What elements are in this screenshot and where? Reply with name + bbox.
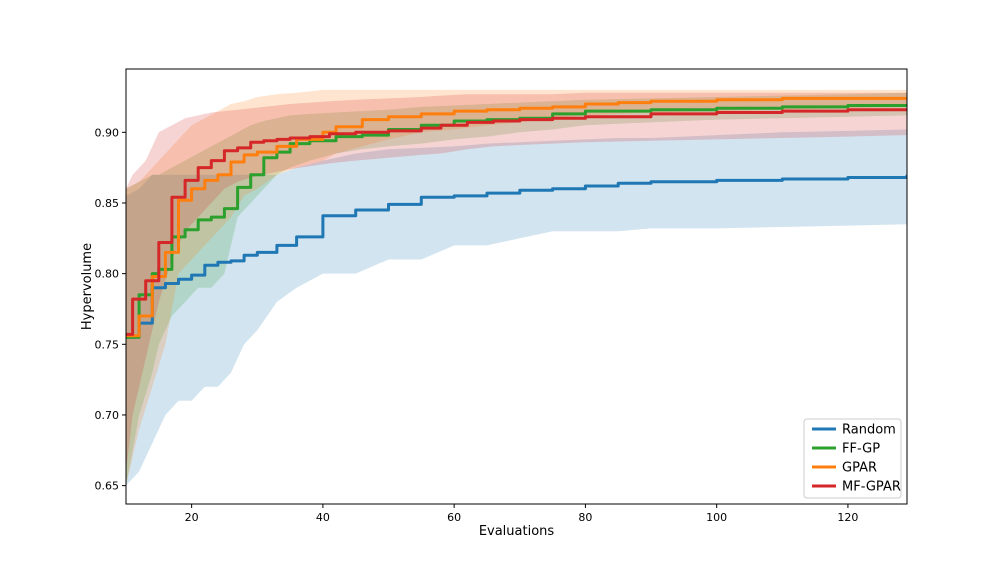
legend: Random FF-GP GPAR MF-GPAR (803, 418, 902, 499)
legend-frame (803, 418, 902, 499)
x-tick-label: 40 (316, 511, 330, 524)
band-gpar (126, 89, 907, 486)
legend-label-mf-gpar: MF-GPAR (842, 480, 901, 495)
line-gpar (126, 96, 907, 338)
plot-frame (125, 68, 908, 505)
y-tick-label: 0.75 (95, 338, 120, 351)
y-tick-label: 0.70 (95, 409, 120, 422)
legend-label-ff-gp: FF-GP (842, 442, 880, 457)
band-random (126, 129, 907, 486)
x-tick-label: 60 (447, 511, 461, 524)
x-axis-ticks: 20 40 60 80 100 120 (185, 504, 858, 524)
y-tick-label: 0.85 (95, 197, 120, 210)
line-random (126, 174, 907, 339)
y-axis-label: Hypervolume (80, 243, 95, 330)
legend-label-random: Random (842, 423, 896, 438)
y-tick-label: 0.80 (95, 268, 120, 281)
y-tick-label: 0.90 (95, 126, 120, 139)
x-tick-label: 20 (185, 511, 199, 524)
x-tick-label: 100 (706, 511, 727, 524)
confidence-bands (126, 89, 907, 486)
y-tick-label: 0.65 (95, 480, 120, 493)
line-mf-gpar (126, 108, 907, 336)
band-mf-gpar (126, 92, 907, 472)
x-tick-label: 120 (837, 511, 858, 524)
y-axis-ticks: 0.65 0.70 0.75 0.80 0.85 0.90 (95, 126, 126, 493)
x-tick-label: 80 (578, 511, 592, 524)
legend-label-gpar: GPAR (842, 461, 877, 476)
series-lines (126, 96, 907, 339)
x-axis-label: Evaluations (479, 524, 555, 539)
